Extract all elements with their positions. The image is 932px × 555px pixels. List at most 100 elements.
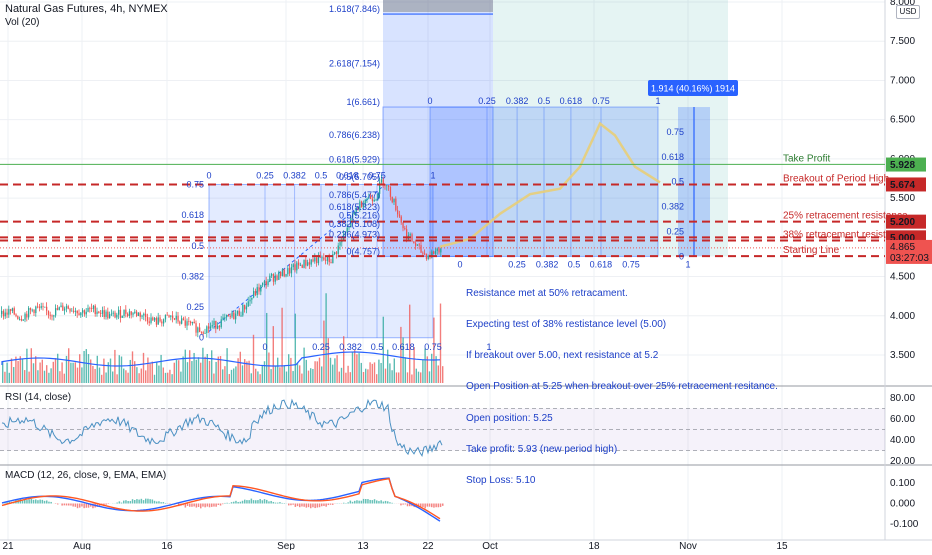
- fib-side-label: 0.75: [186, 179, 204, 189]
- macd-histogram-bar: [39, 500, 41, 504]
- candle-body: [422, 253, 423, 254]
- volume-bar: [48, 373, 49, 383]
- candle-body: [174, 318, 175, 319]
- price-axis-label: 7.500: [890, 36, 915, 47]
- note-line: Take profit: 5.93 (new period high): [466, 445, 778, 455]
- macd-histogram-bar: [352, 502, 354, 504]
- macd-histogram-bar: [440, 504, 442, 508]
- candle-body: [46, 307, 47, 311]
- volume-bar: [211, 350, 212, 383]
- volume-indicator-label: Vol (20): [5, 17, 39, 28]
- macd-histogram-bar: [279, 502, 281, 503]
- volume-bar: [149, 364, 150, 383]
- macd-axis-label: 0.100: [890, 478, 915, 489]
- volume-bar: [332, 365, 333, 383]
- candle-body: [424, 254, 425, 255]
- volume-bar: [57, 354, 58, 383]
- volume-bar: [279, 367, 280, 383]
- fib-level-label: 0.786(5.477): [329, 190, 380, 200]
- macd-histogram-bar: [48, 502, 50, 504]
- volume-bar: [4, 372, 5, 383]
- candle-body: [24, 314, 25, 320]
- candle-body: [50, 315, 51, 316]
- volume-bar: [17, 361, 18, 383]
- volume-bar: [312, 369, 313, 383]
- volume-bar: [77, 368, 78, 383]
- volume-bar: [53, 362, 54, 383]
- candle-body: [33, 310, 34, 313]
- candle-body: [26, 314, 27, 318]
- candle-body: [215, 321, 216, 329]
- volume-bar: [79, 354, 80, 383]
- candle-body: [282, 269, 283, 276]
- macd-histogram-bar: [132, 499, 134, 503]
- macd-histogram-bar: [367, 499, 369, 503]
- volume-bar: [101, 375, 102, 383]
- rsi-axis-label: 60.00: [890, 414, 915, 425]
- volume-bar: [268, 353, 269, 383]
- candle-body: [208, 326, 209, 328]
- volume-bar: [20, 356, 21, 383]
- candle-body: [8, 309, 9, 315]
- candle-body: [233, 313, 234, 320]
- candle-body: [285, 274, 286, 276]
- candle-body: [51, 315, 52, 316]
- volume-bar: [42, 360, 43, 383]
- macd-histogram-bar: [266, 500, 268, 504]
- macd-histogram-bar: [301, 504, 303, 507]
- candle-body: [330, 262, 331, 263]
- macd-histogram-bar: [86, 504, 88, 508]
- volume-bar: [145, 370, 146, 383]
- time-axis-label: 16: [161, 541, 173, 550]
- current-price: 4.865: [890, 242, 915, 253]
- candle-body: [35, 307, 36, 313]
- volume-bar: [361, 363, 362, 383]
- volume-bar: [191, 361, 192, 383]
- macd-histogram-bar: [407, 504, 409, 507]
- macd-histogram-bar: [246, 500, 248, 503]
- volume-bar: [68, 348, 69, 383]
- fib-grid-label: 0.25: [312, 342, 330, 352]
- macd-histogram-bar: [297, 504, 299, 507]
- time-axis-label: Sep: [277, 541, 295, 550]
- candle-body: [287, 268, 288, 274]
- volume-bar: [286, 372, 287, 383]
- macd-histogram-bar: [79, 504, 81, 508]
- volume-bar: [389, 363, 390, 383]
- fib-grid-label: 0.618: [336, 170, 359, 180]
- candle-body: [426, 254, 427, 259]
- fib-grid-label: 0.618: [560, 96, 583, 106]
- candle-body: [417, 244, 418, 245]
- volume-bar: [303, 348, 304, 383]
- candle-body: [334, 252, 335, 254]
- macd-histogram-bar: [299, 504, 301, 508]
- macd-histogram-bar: [391, 503, 393, 504]
- volume-bar: [259, 374, 260, 383]
- currency-button[interactable]: USD: [896, 5, 920, 19]
- fib-level-label: 1.618(7.846): [329, 4, 380, 14]
- candle-body: [275, 276, 276, 282]
- macd-histogram-bar: [405, 504, 407, 505]
- macd-histogram-bar: [310, 504, 312, 509]
- candle-body: [14, 308, 15, 314]
- candle-body: [62, 306, 63, 311]
- candle-body: [28, 308, 29, 317]
- volume-bar: [9, 373, 10, 383]
- volume-bar: [182, 356, 183, 383]
- volume-bar: [257, 371, 258, 383]
- macd-histogram-bar: [288, 504, 290, 506]
- candle-body: [300, 265, 301, 266]
- candle-body: [44, 307, 45, 308]
- volume-bar: [81, 367, 82, 383]
- candle-body: [294, 264, 295, 270]
- fib-side-label: 0.618: [181, 210, 204, 220]
- candle-body: [176, 316, 177, 320]
- fib-level-label: 0(4.757): [346, 246, 380, 256]
- fib-grid-label: 0.5: [315, 170, 328, 180]
- candle-body: [413, 241, 414, 243]
- candle-body: [15, 314, 16, 316]
- macd-histogram-bar: [317, 504, 319, 508]
- candle-body: [127, 314, 128, 316]
- trade-plan-note: Resistance met at 50% retracament. Expec…: [466, 268, 778, 507]
- candle-body: [195, 323, 196, 332]
